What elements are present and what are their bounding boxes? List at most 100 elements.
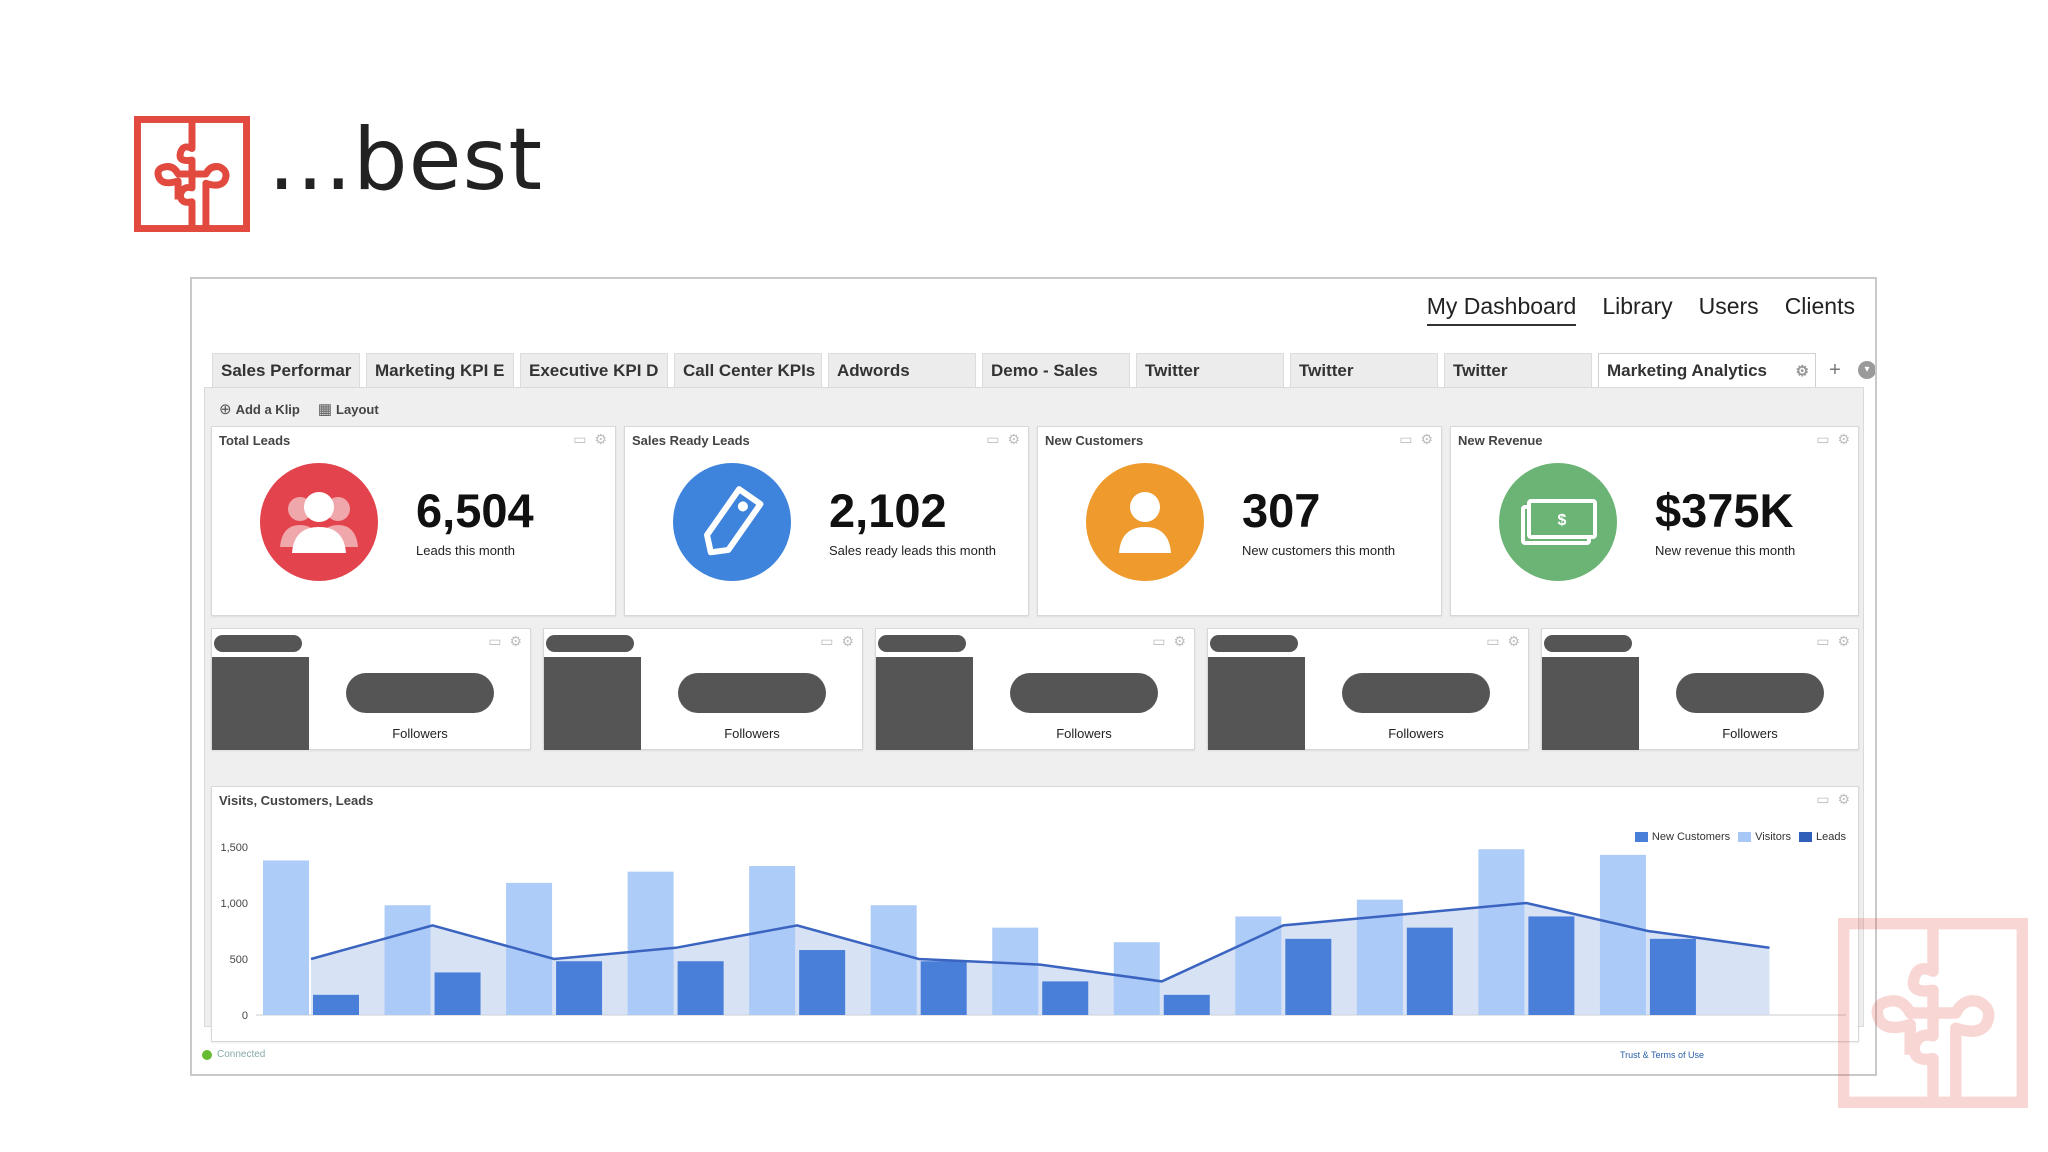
slide-title: ...best [268,110,544,210]
klip-new-revenue: New Revenue ▭ ⚙ $ $375K New revenue this … [1450,426,1859,616]
comment-icon[interactable]: ▭ [820,633,834,649]
gear-icon[interactable]: ⚙ [1837,431,1850,447]
followers-label: Followers [392,726,448,741]
legend-item-leads: Leads [1799,831,1846,843]
tab-adwords[interactable]: Adwords [828,353,976,387]
tab-twitter-3[interactable]: Twitter [1444,353,1592,387]
tab-marketing-kpi[interactable]: Marketing KPI E [366,353,514,387]
y-tick-label: 1,000 [220,898,248,910]
kpi-value: 6,504 [416,484,534,537]
gear-icon[interactable]: ⚙ [1420,431,1433,447]
comment-icon[interactable]: ▭ [1399,431,1413,447]
dashboard-canvas: ⊕ Add a Klip ▦ Layout Total Leads ▭ ⚙ [204,387,1864,1042]
nav-users[interactable]: Users [1698,293,1759,319]
legend-item-new-customers: New Customers [1634,831,1731,843]
add-klip-button[interactable]: ⊕ Add a Klip [219,400,300,418]
bar-visitors [384,905,431,1015]
followers-label: Followers [1056,726,1112,741]
bar-leads [434,972,481,1015]
nav-clients[interactable]: Clients [1784,293,1855,319]
gear-icon[interactable]: ⚙ [841,633,854,649]
klip-title: New Customers [1045,433,1144,448]
bar-leads [1163,994,1210,1015]
tab-demo-sales[interactable]: Demo - Sales [982,353,1130,387]
comment-icon[interactable]: ▭ [986,431,1000,447]
followers-label: Followers [1388,726,1444,741]
bar-leads [1285,938,1332,1015]
profile-image [1208,657,1305,750]
profile-image [212,657,309,750]
user-icon [1086,463,1204,581]
klip-twitter-3: ▭ ⚙ Followers [875,628,1195,750]
tab-label: Marketing Analytics [1607,361,1767,380]
y-tick-label: 500 [230,954,248,966]
tab-call-center-kpis[interactable]: Call Center KPIs [674,353,822,387]
tab-twitter-1[interactable]: Twitter [1136,353,1284,387]
comment-icon[interactable]: ▭ [573,431,587,447]
title-placeholder [1210,635,1298,652]
add-klip-label: Add a Klip [235,401,300,417]
gear-icon[interactable]: ⚙ [1795,363,1809,380]
bar-leads [799,950,846,1015]
klip-new-customers: New Customers ▭ ⚙ 307 New customers this … [1037,426,1442,616]
comment-icon[interactable]: ▭ [1152,633,1166,649]
y-tick-label: 1,500 [220,842,248,854]
terms-link[interactable]: Trust & Terms of Use [1620,1050,1705,1060]
comment-icon[interactable]: ▭ [1816,431,1830,447]
tab-marketing-analytics[interactable]: Marketing Analytics ⚙ [1598,353,1816,387]
bar-leads [920,961,967,1015]
tab-sales-performance[interactable]: Sales Performar [212,353,360,387]
add-tab-icon[interactable]: + [1829,358,1841,381]
legend-swatch [1799,832,1813,842]
nav-library[interactable]: Library [1602,293,1673,319]
gear-icon[interactable]: ⚙ [1007,431,1020,447]
connection-status: Connected [202,1049,265,1060]
legend-label: Leads [1816,831,1846,843]
gear-icon[interactable]: ⚙ [594,431,607,447]
dashboard-screenshot: My Dashboard Library Users Clients Sales… [190,277,1877,1076]
area-new-customers [311,903,1770,1015]
nav-my-dashboard[interactable]: My Dashboard [1426,293,1577,326]
kpi-value: 307 [1242,484,1321,537]
gear-icon[interactable]: ⚙ [1173,633,1186,649]
title-placeholder [546,635,634,652]
klip-twitter-4: ▭ ⚙ Followers [1207,628,1529,750]
bar-leads [677,961,724,1015]
legend-label: New Customers [1651,831,1731,843]
top-nav: My Dashboard Library Users Clients [1426,293,1855,326]
comment-icon[interactable]: ▭ [1816,633,1830,649]
value-placeholder [346,673,494,713]
legend-swatch [1634,832,1648,842]
gear-icon[interactable]: ⚙ [1507,633,1520,649]
gear-icon[interactable]: ⚙ [1837,633,1850,649]
chart-title: Visits, Customers, Leads [219,793,374,808]
comment-icon[interactable]: ▭ [1486,633,1500,649]
value-placeholder [1676,673,1824,713]
tab-twitter-2[interactable]: Twitter [1290,353,1438,387]
tab-executive-kpi[interactable]: Executive KPI D [520,353,668,387]
chevron-down-icon[interactable]: ▾ [1858,361,1875,379]
dashboard-tabs: Sales Performar Marketing KPI E Executiv… [212,353,1875,387]
puzzle-icon [134,116,250,232]
puzzle-watermark-icon [1838,918,2028,1108]
layout-button[interactable]: ▦ Layout [318,400,379,418]
status-label: Connected [217,1049,266,1060]
klip-title: Sales Ready Leads [632,433,750,448]
dashboard-toolbar: ⊕ Add a Klip ▦ Layout [219,400,379,418]
profile-image [544,657,641,750]
value-placeholder [1342,673,1490,713]
klip-title: Total Leads [219,433,291,448]
klip-twitter-2: ▭ ⚙ Followers [543,628,863,750]
gear-icon[interactable]: ⚙ [1837,791,1850,807]
comment-icon[interactable]: ▭ [1816,791,1830,807]
kpi-subtitle: New revenue this month [1655,543,1796,558]
comment-icon[interactable]: ▭ [488,633,502,649]
gear-icon[interactable]: ⚙ [509,633,522,649]
legend-item-visitors: Visitors [1738,831,1791,843]
bar-leads [556,961,603,1015]
klip-total-leads: Total Leads ▭ ⚙ 6,504 Leads this month [211,426,616,616]
value-placeholder [678,673,826,713]
kpi-value: 2,102 [829,484,947,537]
bar-leads [313,994,359,1015]
